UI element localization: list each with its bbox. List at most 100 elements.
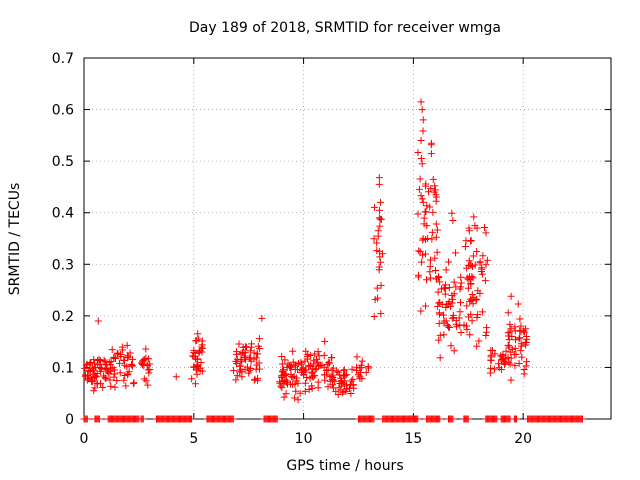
- data-point: [435, 299, 443, 307]
- data-point: [375, 206, 383, 214]
- data-point: [428, 228, 436, 236]
- data-point: [193, 370, 201, 378]
- data-point: [278, 352, 286, 360]
- data-point: [428, 235, 436, 243]
- data-point: [507, 354, 515, 362]
- data-point: [427, 139, 435, 147]
- data-point: [258, 314, 266, 322]
- data-point: [470, 213, 478, 221]
- data-point: [417, 307, 425, 315]
- data-point: [511, 344, 519, 352]
- data-point: [189, 352, 197, 360]
- data-point: [482, 261, 490, 269]
- data-point: [238, 349, 246, 357]
- data-point: [197, 359, 205, 367]
- y-axis-label: SRMTID / TECUs: [7, 183, 23, 296]
- data-point: [195, 349, 203, 357]
- data-point: [303, 374, 311, 382]
- data-point: [116, 369, 124, 377]
- data-point: [463, 302, 471, 310]
- data-point: [452, 320, 460, 328]
- data-point: [296, 389, 304, 397]
- data-point: [188, 415, 196, 423]
- data-point: [436, 278, 444, 286]
- data-point: [250, 349, 258, 357]
- data-point: [127, 360, 135, 368]
- data-point: [475, 337, 483, 345]
- data-point: [113, 377, 121, 385]
- data-point: [418, 106, 426, 114]
- data-point: [238, 358, 246, 366]
- data-point: [505, 336, 513, 344]
- data-point: [421, 250, 429, 258]
- data-point: [417, 98, 425, 106]
- data-point: [305, 362, 313, 370]
- data-point: [448, 299, 456, 307]
- data-point: [88, 378, 96, 386]
- data-point: [311, 366, 319, 374]
- data-point: [125, 368, 133, 376]
- data-point: [507, 376, 515, 384]
- x-tick-label: 15: [404, 431, 422, 447]
- data-point: [245, 354, 253, 362]
- data-point: [506, 320, 514, 328]
- data-point: [237, 356, 245, 364]
- data-point: [192, 366, 200, 374]
- data-point: [255, 335, 263, 343]
- data-point: [308, 385, 316, 393]
- data-point: [506, 328, 514, 336]
- data-point: [85, 375, 93, 383]
- data-point: [442, 266, 450, 274]
- data-point: [229, 415, 237, 423]
- data-point: [301, 387, 309, 395]
- data-point: [129, 380, 137, 388]
- data-point: [89, 363, 97, 371]
- data-point: [511, 327, 519, 335]
- data-point: [126, 349, 134, 357]
- data-point: [514, 300, 522, 308]
- data-point: [578, 415, 586, 423]
- data-point: [233, 360, 241, 368]
- data-point: [426, 268, 434, 276]
- data-point: [415, 247, 423, 255]
- data-point: [138, 357, 146, 365]
- data-point: [314, 378, 322, 386]
- data-point: [483, 328, 491, 336]
- data-point: [243, 343, 251, 351]
- data-point: [436, 354, 444, 362]
- data-point: [237, 350, 245, 358]
- data-point: [250, 355, 258, 363]
- data-point: [426, 256, 434, 264]
- data-point: [438, 285, 446, 293]
- data-point: [486, 369, 494, 377]
- data-point: [427, 150, 435, 158]
- data-point: [416, 175, 424, 183]
- data-point: [273, 415, 281, 423]
- data-point: [376, 198, 384, 206]
- data-point: [85, 366, 93, 374]
- plot-frame: [83, 57, 612, 420]
- data-point: [301, 366, 309, 374]
- data-point: [302, 347, 310, 355]
- data-point: [373, 284, 381, 292]
- data-point: [457, 279, 465, 287]
- data-point: [194, 355, 202, 363]
- data-point: [306, 374, 314, 382]
- data-point: [473, 248, 481, 256]
- data-point: [448, 314, 456, 322]
- data-point: [522, 339, 530, 347]
- data-point: [457, 299, 465, 307]
- x-tick-label: 0: [80, 431, 89, 447]
- data-point: [82, 361, 90, 369]
- data-point: [495, 360, 503, 368]
- data-point: [440, 331, 448, 339]
- data-point: [314, 348, 322, 356]
- data-point: [434, 302, 442, 310]
- data-point: [520, 366, 528, 374]
- data-point: [98, 365, 106, 373]
- data-point: [113, 349, 121, 357]
- data-point: [343, 385, 351, 393]
- data-point: [198, 343, 206, 351]
- data-point: [418, 160, 426, 168]
- data-point: [193, 336, 201, 344]
